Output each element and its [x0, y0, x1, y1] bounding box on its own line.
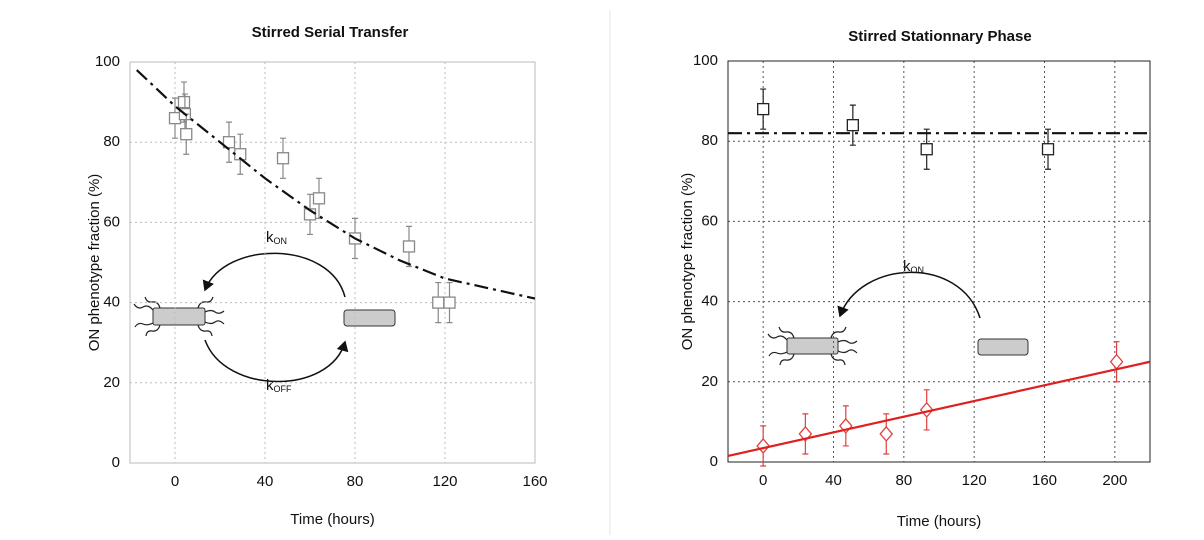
data-point	[757, 102, 770, 116]
data-point	[402, 240, 416, 253]
y-tick-label: 20	[701, 373, 718, 390]
fit-line	[727, 360, 1151, 458]
x-tick-label: 0	[171, 473, 179, 490]
data-point	[798, 425, 813, 442]
plot-frame	[727, 60, 1151, 463]
y-tick-label: 100	[693, 52, 718, 69]
y-tick-label: 0	[710, 453, 718, 470]
data-point	[180, 128, 193, 141]
y-tick-label: 80	[701, 132, 718, 149]
data-point	[222, 136, 236, 149]
x-axis-label: Time (hours)	[290, 511, 374, 528]
y-tick-label: 60	[103, 213, 120, 230]
data-point	[276, 152, 290, 165]
diagram-right	[767, 271, 1029, 366]
annotation-subscript: ON	[911, 265, 925, 275]
x-tick-label: 40	[825, 472, 842, 489]
plot-frame	[129, 61, 536, 464]
data-point	[303, 208, 317, 221]
y-axis-label: ON phenotype fraction (%)	[679, 173, 696, 351]
y-tick-label: 20	[103, 374, 120, 391]
data-point	[1109, 353, 1124, 370]
data-point	[432, 296, 445, 309]
x-tick-label: 0	[759, 472, 767, 489]
data-point	[312, 192, 326, 205]
annotation-subscript: OFF	[274, 384, 292, 394]
x-tick-label: 160	[1032, 472, 1057, 489]
data-point	[846, 119, 859, 132]
y-tick-label: 40	[701, 293, 718, 310]
data-point	[920, 143, 933, 156]
x-tick-label: 80	[895, 472, 912, 489]
x-tick-label: 200	[1102, 472, 1127, 489]
x-tick-label: 160	[522, 473, 547, 490]
data-point	[177, 95, 191, 109]
annotation-subscript: ON	[274, 236, 288, 246]
x-tick-label: 120	[432, 473, 457, 490]
chart-title: Stirred Serial Transfer	[252, 24, 409, 41]
y-tick-label: 60	[701, 212, 718, 229]
data-point	[879, 425, 894, 442]
annotation-symbol: k	[266, 377, 274, 394]
annotation: kON	[903, 258, 924, 275]
diagram-left	[133, 252, 396, 383]
y-tick-label: 80	[103, 133, 120, 150]
y-tick-label: 0	[112, 454, 120, 471]
x-tick-label: 120	[962, 472, 987, 489]
annotation-symbol: k	[266, 229, 274, 246]
data-point	[756, 437, 771, 454]
data-point	[443, 296, 456, 309]
annotation-symbol: k	[903, 258, 911, 275]
annotation: kOFF	[266, 377, 292, 394]
y-tick-label: 40	[103, 294, 120, 311]
annotation: kON	[266, 229, 287, 246]
x-axis-label: Time (hours)	[897, 513, 981, 530]
y-axis-label: ON phenotype fraction (%)	[86, 174, 103, 352]
data-point	[1041, 143, 1055, 156]
x-tick-label: 80	[347, 473, 364, 490]
y-tick-label: 100	[95, 53, 120, 70]
x-tick-label: 40	[257, 473, 274, 490]
fit-line	[135, 69, 536, 300]
chart-title: Stirred Stationnary Phase	[848, 28, 1031, 45]
